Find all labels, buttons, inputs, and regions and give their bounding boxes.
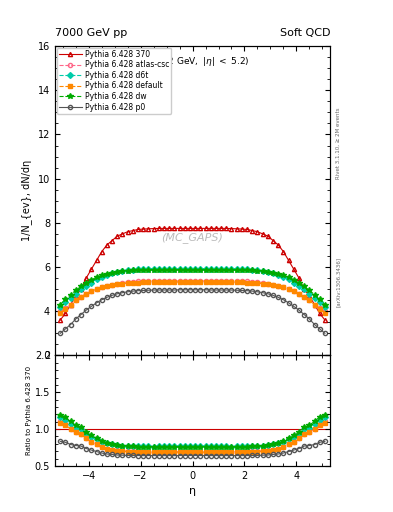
Y-axis label: Ratio to Pythia 6.428 370: Ratio to Pythia 6.428 370: [26, 366, 32, 455]
Pythia 6.428 370: [151, 225, 156, 231]
Pythia 6.428 atlas-csc: [323, 308, 327, 314]
Pythia 6.428 p0: [79, 311, 83, 317]
X-axis label: η: η: [189, 486, 196, 496]
Pythia 6.428 p0: [151, 287, 156, 293]
Pythia 6.428 d6t: [307, 290, 312, 296]
Legend: Pythia 6.428 370, Pythia 6.428 atlas-csc, Pythia 6.428 d6t, Pythia 6.428 default: Pythia 6.428 370, Pythia 6.428 atlas-csc…: [57, 48, 171, 114]
Pythia 6.428 dw: [187, 267, 192, 273]
Pythia 6.428 dw: [79, 284, 83, 290]
Pythia 6.428 d6t: [156, 266, 161, 272]
Pythia 6.428 d6t: [151, 266, 156, 272]
Pythia 6.428 dw: [224, 267, 229, 273]
Pythia 6.428 d6t: [79, 286, 83, 292]
Pythia 6.428 p0: [177, 287, 182, 293]
Pythia 6.428 default: [151, 279, 156, 285]
Pythia 6.428 370: [224, 225, 229, 231]
Text: Soft QCD: Soft QCD: [280, 28, 330, 38]
Pythia 6.428 d6t: [58, 304, 62, 310]
Text: 7000 GeV pp: 7000 GeV pp: [55, 28, 127, 38]
Pythia 6.428 atlas-csc: [58, 308, 62, 314]
Pythia 6.428 370: [307, 293, 312, 299]
Pythia 6.428 370: [323, 317, 327, 323]
Pythia 6.428 atlas-csc: [141, 278, 146, 284]
Text: $(p_T > 0.2\ \mathrm{GeV},\ |\eta|\ <\ 5.2)$: $(p_T > 0.2\ \mathrm{GeV},\ |\eta|\ <\ 5…: [135, 55, 250, 69]
Pythia 6.428 d6t: [234, 266, 239, 272]
Text: (MC_GAPS): (MC_GAPS): [162, 232, 224, 243]
Pythia 6.428 dw: [151, 267, 156, 273]
Pythia 6.428 default: [224, 279, 229, 285]
Pythia 6.428 default: [187, 279, 192, 285]
Line: Pythia 6.428 dw: Pythia 6.428 dw: [57, 267, 328, 307]
Pythia 6.428 370: [58, 317, 62, 323]
Pythia 6.428 atlas-csc: [307, 297, 312, 303]
Pythia 6.428 atlas-csc: [224, 278, 229, 284]
Line: Pythia 6.428 d6t: Pythia 6.428 d6t: [58, 267, 327, 309]
Y-axis label: 1/N_{ev}, dN/dη: 1/N_{ev}, dN/dη: [21, 160, 32, 241]
Line: Pythia 6.428 default: Pythia 6.428 default: [58, 280, 327, 315]
Text: Rivet 3.1.10, ≥ 2M events: Rivet 3.1.10, ≥ 2M events: [336, 108, 341, 179]
Pythia 6.428 d6t: [323, 304, 327, 310]
Pythia 6.428 default: [307, 297, 312, 303]
Pythia 6.428 atlas-csc: [79, 294, 83, 300]
Pythia 6.428 dw: [156, 267, 161, 273]
Pythia 6.428 d6t: [187, 266, 192, 272]
Pythia 6.428 atlas-csc: [187, 278, 192, 284]
Pythia 6.428 atlas-csc: [156, 278, 161, 284]
Pythia 6.428 370: [187, 225, 192, 231]
Line: Pythia 6.428 p0: Pythia 6.428 p0: [58, 288, 327, 335]
Pythia 6.428 default: [58, 310, 62, 316]
Pythia 6.428 default: [323, 310, 327, 316]
Pythia 6.428 atlas-csc: [234, 278, 239, 284]
Pythia 6.428 p0: [224, 287, 229, 293]
Pythia 6.428 p0: [234, 287, 239, 293]
Pythia 6.428 d6t: [224, 266, 229, 272]
Pythia 6.428 dw: [234, 267, 239, 273]
Pythia 6.428 p0: [307, 316, 312, 322]
Pythia 6.428 p0: [187, 287, 192, 293]
Pythia 6.428 370: [156, 225, 161, 231]
Pythia 6.428 dw: [58, 302, 62, 308]
Line: Pythia 6.428 atlas-csc: Pythia 6.428 atlas-csc: [58, 279, 327, 313]
Pythia 6.428 default: [79, 294, 83, 300]
Pythia 6.428 default: [234, 279, 239, 285]
Pythia 6.428 370: [79, 286, 83, 292]
Pythia 6.428 p0: [323, 330, 327, 336]
Pythia 6.428 dw: [323, 302, 327, 308]
Pythia 6.428 p0: [58, 330, 62, 336]
Line: Pythia 6.428 370: Pythia 6.428 370: [58, 226, 327, 322]
Text: [arXiv:1306.3436]: [arXiv:1306.3436]: [336, 257, 341, 307]
Pythia 6.428 default: [156, 279, 161, 285]
Pythia 6.428 370: [234, 226, 239, 232]
Pythia 6.428 dw: [307, 287, 312, 293]
